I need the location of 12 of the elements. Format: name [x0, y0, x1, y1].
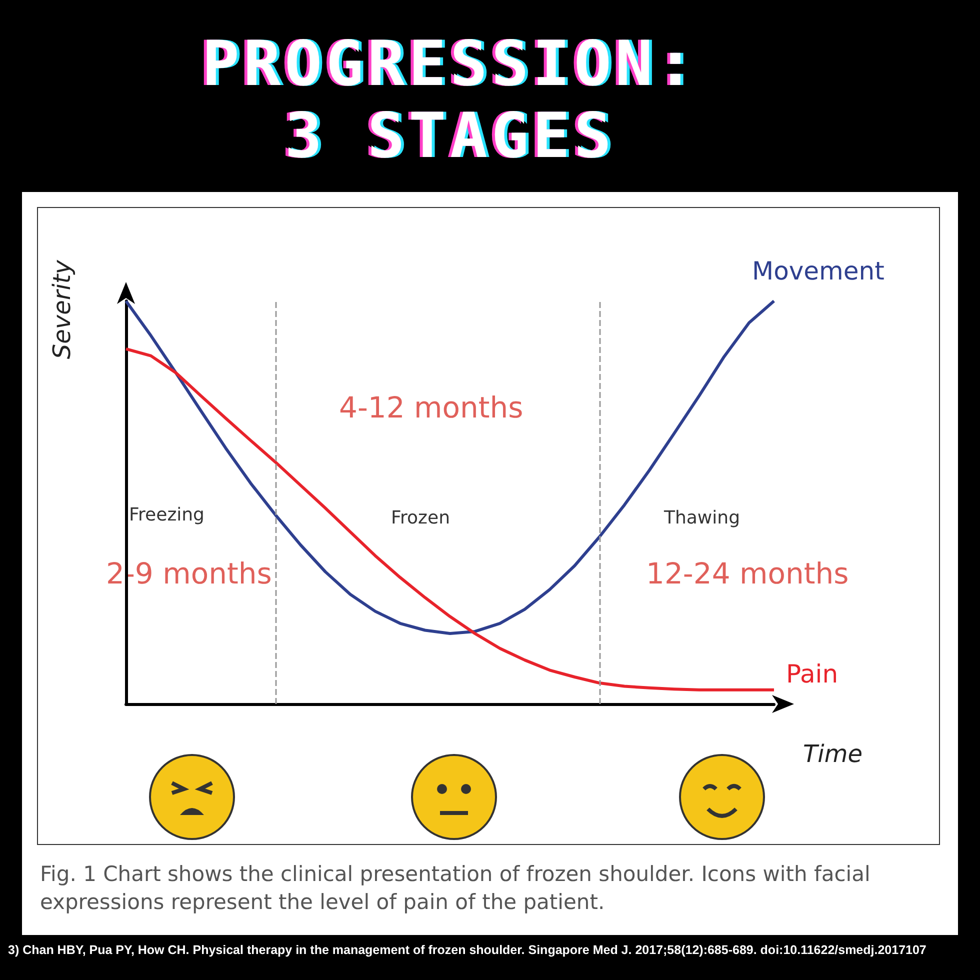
annotation: 4-12 months [339, 390, 524, 424]
annotation: Thawing [663, 508, 740, 528]
annotation: Frozen [391, 508, 450, 528]
annotation: Freezing [129, 504, 204, 526]
series-label: Movement [752, 256, 885, 286]
annotation: 12-24 months [646, 556, 849, 590]
x-axis-title: Time [803, 740, 862, 768]
caption: Fig. 1 Chart shows the clinical presentation of frozen shoulder. Icons with facial expressions represent the level of pain of the patient. [40, 861, 872, 916]
text: 3) Chan HBY, Pua PY, How CH. Physical therapy in the management of frozen shoulder. Singapore Med J. 2017;58(12):685-689. doi:10.11622/smedj.2017107 [8, 942, 928, 959]
series-label: Pain [786, 659, 838, 688]
y-axis-title: Severity [48, 259, 76, 360]
chart-title: PROGRESSION: 3 STAGES [201, 27, 699, 172]
